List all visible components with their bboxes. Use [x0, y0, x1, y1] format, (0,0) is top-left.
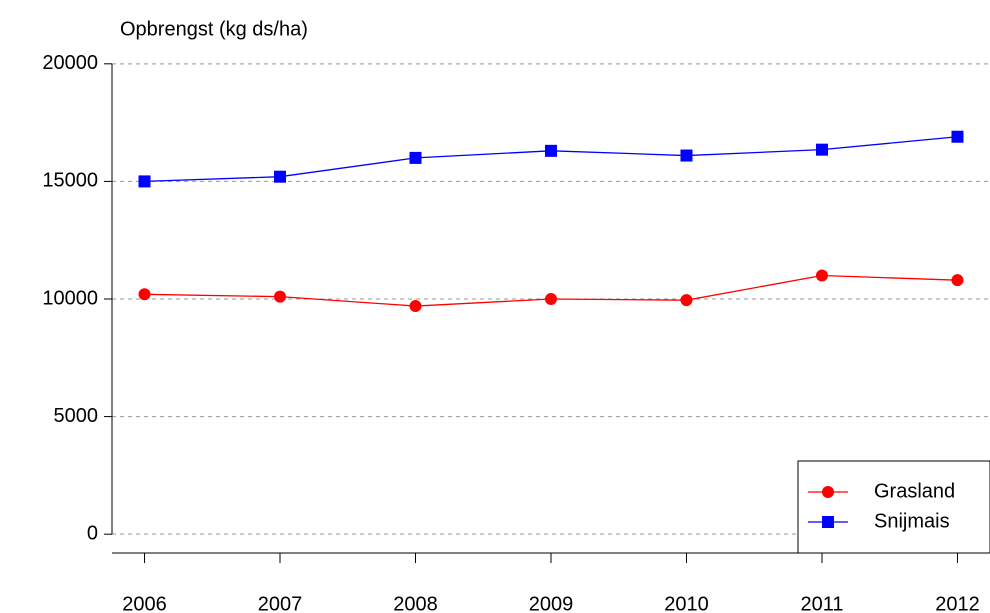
marker: [409, 300, 422, 313]
marker: [545, 293, 557, 305]
y-axis-title: Opbrengst (kg ds/ha): [120, 18, 308, 40]
marker: [815, 269, 828, 282]
legend-label: Grasland: [874, 480, 955, 502]
marker: [409, 151, 422, 164]
marker: [138, 288, 151, 301]
marker: [545, 144, 557, 157]
legend-marker: [822, 516, 834, 528]
marker: [274, 290, 287, 303]
y-tick-label: 5000: [54, 405, 99, 427]
y-tick-label: 10000: [42, 287, 98, 309]
marker: [138, 175, 151, 188]
marker: [951, 274, 964, 287]
x-tick-label: 2006: [122, 593, 167, 613]
y-tick-label: 0: [87, 522, 98, 544]
y-tick-label: 15000: [42, 170, 98, 192]
legend-label: Snijmais: [874, 510, 950, 532]
marker: [951, 130, 964, 143]
marker: [680, 149, 693, 162]
x-tick-label: 2010: [664, 593, 709, 613]
x-tick-label: 2008: [393, 593, 438, 613]
marker: [815, 143, 828, 156]
series-line: [144, 136, 958, 183]
legend-marker: [822, 486, 834, 498]
x-tick-label: 2011: [800, 593, 843, 613]
marker: [680, 294, 693, 307]
y-tick-label: 20000: [42, 52, 98, 74]
x-tick-label: 2012: [935, 593, 980, 613]
legend-box: [797, 460, 990, 554]
marker: [274, 170, 287, 183]
x-tick-label: 2007: [258, 593, 303, 613]
x-tick-label: 2009: [529, 593, 574, 613]
